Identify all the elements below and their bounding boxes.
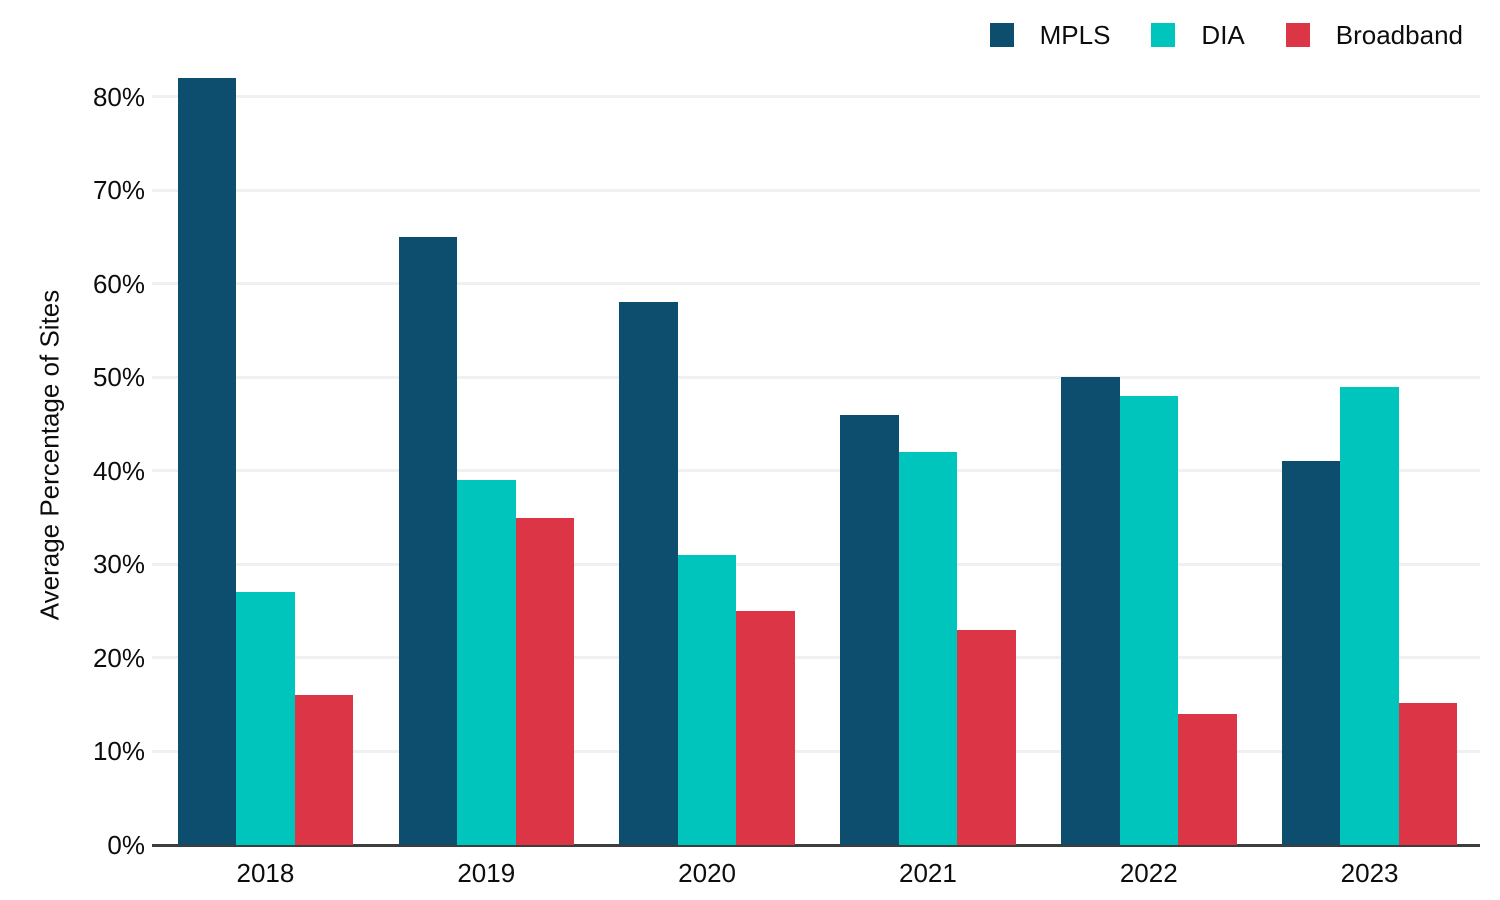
bar-dia-2022	[1119, 396, 1178, 845]
x-tick-label-2018: 2018	[236, 858, 295, 888]
gridline-40pct	[152, 469, 1480, 473]
bar-dia-2019	[457, 480, 516, 845]
legend-swatch-mpls	[989, 23, 1014, 47]
y-tick-label-10: 10%	[92, 736, 145, 767]
bar-dia-2023	[1340, 386, 1399, 845]
bar-dia-2018	[236, 592, 295, 845]
gridline-80pct	[152, 95, 1480, 99]
y-tick-label-40: 40%	[92, 455, 145, 486]
bar-broadband-2019	[515, 517, 574, 845]
bar-broadband-2021	[957, 629, 1016, 845]
bar-broadband-2022	[1178, 714, 1237, 845]
bar-dia-2020	[677, 555, 737, 845]
legend-label-mpls: MPLS	[1039, 20, 1111, 50]
y-tick-label-30: 30%	[92, 549, 145, 580]
bar-mpls-2019	[398, 236, 457, 845]
gridline-20pct	[152, 656, 1480, 660]
x-tick-label-2021: 2021	[898, 858, 957, 888]
gridline-60pct	[152, 282, 1480, 286]
x-axis-line	[152, 843, 1480, 847]
legend-item-dia: DIA	[1151, 20, 1245, 50]
y-tick-label-60: 60%	[92, 268, 145, 299]
legend-item-broadband: Broadband	[1285, 20, 1463, 50]
bar-dia-2021	[898, 452, 958, 845]
gridline-30pct	[152, 562, 1480, 566]
legend: MPLS DIA Broadband	[989, 20, 1463, 50]
bar-mpls-2023	[1281, 461, 1341, 845]
bar-broadband-2020	[736, 611, 795, 845]
y-tick-label-70: 70%	[92, 175, 145, 206]
x-tick-label-2023: 2023	[1340, 858, 1399, 888]
x-tick-label-2020: 2020	[678, 858, 736, 888]
legend-label-broadband: Broadband	[1335, 20, 1463, 50]
bar-mpls-2020	[619, 302, 678, 845]
gridline-10pct	[152, 749, 1480, 753]
bar-mpls-2022	[1061, 377, 1120, 845]
y-tick-label-20: 20%	[92, 642, 145, 673]
gridline-50pct	[152, 375, 1480, 379]
legend-swatch-broadband	[1285, 23, 1310, 47]
bar-broadband-2023	[1398, 702, 1458, 845]
bar-mpls-2021	[840, 414, 899, 845]
x-tick-label-2019: 2019	[457, 858, 516, 888]
y-tick-label-80: 80%	[92, 81, 145, 112]
y-tick-label-50: 50%	[92, 362, 145, 393]
x-tick-label-2022: 2022	[1119, 858, 1178, 888]
legend-swatch-dia	[1151, 23, 1176, 47]
legend-label-dia: DIA	[1201, 20, 1245, 50]
gridline-70pct	[152, 188, 1480, 192]
bar-mpls-2018	[177, 77, 237, 845]
legend-item-mpls: MPLS	[989, 20, 1111, 50]
bar-broadband-2018	[294, 695, 354, 845]
y-tick-label-0: 0%	[107, 830, 145, 860]
